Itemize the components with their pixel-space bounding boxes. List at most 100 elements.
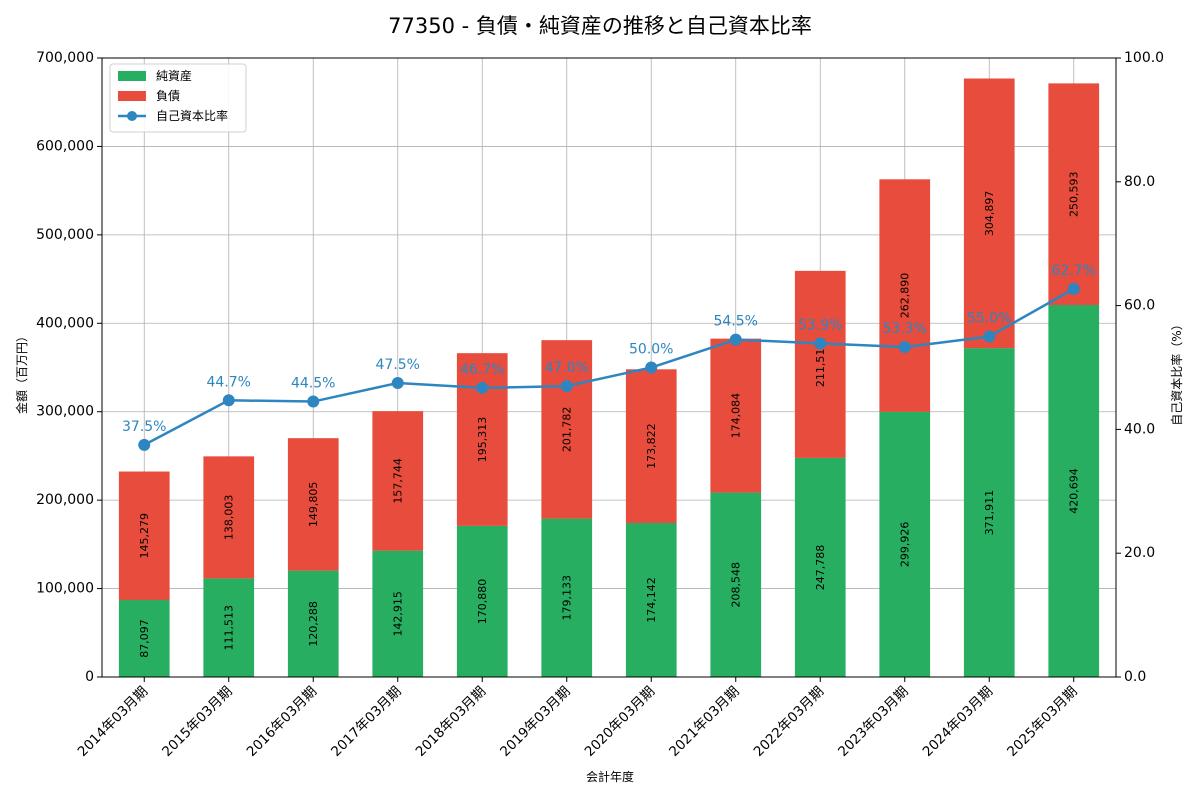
y2-tick-label-4: 80.0 xyxy=(1124,174,1155,190)
legend-swatch-equity xyxy=(118,71,146,81)
bar-label-equity-8: 247,788 xyxy=(814,545,827,591)
bar-liability-3 xyxy=(372,411,424,551)
y-axis-label: 金額（百万円） xyxy=(14,330,29,414)
bar-liability-10 xyxy=(963,78,1015,349)
bar-label-equity-9: 299,926 xyxy=(898,522,911,568)
bar-label-liability-2: 149,805 xyxy=(307,482,320,528)
ratio-point-1 xyxy=(222,394,235,407)
bar-liability-8 xyxy=(794,270,846,458)
bar-label-liability-6: 173,822 xyxy=(645,423,658,469)
bar-label-equity-1: 111,513 xyxy=(222,605,235,651)
x-tick-label-1: 2015年03月期 xyxy=(159,684,235,760)
ratio-point-2 xyxy=(307,395,320,408)
bar-label-liability-3: 157,744 xyxy=(391,458,404,504)
y-tick-label-3: 300,000 xyxy=(36,404,94,420)
y-tick-label-7: 700,000 xyxy=(36,50,94,66)
y2-tick-label-1: 20.0 xyxy=(1124,545,1155,561)
bar-label-liability-0: 145,279 xyxy=(138,513,151,559)
y-tick-label-5: 500,000 xyxy=(36,227,94,243)
bar-label-liability-9: 262,890 xyxy=(898,273,911,319)
line-layer: 37.5% 44.7% 44.5% 47.5% 46.7% 47.0% 50.0% 54.5%… xyxy=(122,263,1096,451)
bar-equity-9 xyxy=(879,411,931,677)
x-tick-label-10: 2024年03月期 xyxy=(920,684,996,760)
chart-title: 77350 - 負債・純資産の推移と自己資本比率 xyxy=(388,14,812,38)
legend-label-ratio: 自己資本比率 xyxy=(156,108,228,123)
ratio-point-7 xyxy=(729,333,742,346)
bars-layer xyxy=(118,78,1100,677)
ratio-line xyxy=(143,287,1075,446)
y-tick-label-0: 0 xyxy=(85,669,94,685)
ratio-label-11: 62.7% xyxy=(1052,263,1096,279)
bar-equity-10 xyxy=(963,348,1015,677)
x-tick-label-6: 2020年03月期 xyxy=(582,684,658,760)
bar-label-equity-0: 87,097 xyxy=(138,619,151,658)
bar-liability-1 xyxy=(203,456,255,579)
ratio-point-11 xyxy=(1067,282,1080,295)
legend-label-equity: 純資産 xyxy=(156,68,192,83)
bar-label-liability-8: 211,517 xyxy=(814,342,827,388)
bar-equity-3 xyxy=(372,550,424,677)
bar-label-equity-2: 120,288 xyxy=(307,601,320,647)
x-tick-label-5: 2019年03月期 xyxy=(497,684,573,760)
x-tick-label-0: 2014年03月期 xyxy=(75,684,151,760)
bar-label-equity-3: 142,915 xyxy=(391,591,404,637)
bar-equity-7 xyxy=(710,492,762,677)
bar-labels-layer: 87,097 145,279 111,513 138,003 120,288 149,80… xyxy=(138,171,1081,657)
ratio-label-0: 37.5% xyxy=(122,419,166,435)
x-tick-label-3: 2017年03月期 xyxy=(328,684,404,760)
ratio-point-6 xyxy=(645,361,658,374)
ratio-label-6: 50.0% xyxy=(629,342,673,358)
bar-liability-7 xyxy=(710,338,762,493)
axes-layer xyxy=(101,57,1117,678)
y2-tick-label-5: 100.0 xyxy=(1124,50,1164,66)
x-tick-label-4: 2018年03月期 xyxy=(413,684,489,760)
bar-label-equity-11: 420,694 xyxy=(1067,468,1080,514)
ratio-label-5: 47.0% xyxy=(545,360,589,376)
bar-label-equity-7: 208,548 xyxy=(729,562,742,608)
bar-label-equity-5: 179,133 xyxy=(560,575,573,621)
bar-label-equity-4: 170,880 xyxy=(476,579,489,625)
legend-swatch-ratio-marker xyxy=(127,111,137,121)
y-tick-label-4: 400,000 xyxy=(36,315,94,331)
y-tick-label-2: 200,000 xyxy=(36,492,94,508)
bar-liability-9 xyxy=(879,179,931,412)
ratio-point-4 xyxy=(476,381,489,394)
ratio-point-9 xyxy=(898,341,911,354)
y2-axis-label: 自己資本比率（%） xyxy=(1169,318,1184,425)
x-tick-label-9: 2023年03月期 xyxy=(835,684,911,760)
y2-tick-label-0: 0.0 xyxy=(1124,669,1146,685)
y2-tick-label-3: 60.0 xyxy=(1124,298,1155,314)
x-tick-label-11: 2025年03月期 xyxy=(1004,684,1080,760)
bar-label-liability-10: 304,897 xyxy=(983,191,996,237)
bar-equity-11 xyxy=(1048,304,1100,677)
bar-equity-5 xyxy=(541,518,593,677)
bar-equity-0 xyxy=(118,599,170,677)
bar-equity-4 xyxy=(456,525,508,677)
bar-label-liability-1: 138,003 xyxy=(222,495,235,541)
bar-liability-2 xyxy=(287,438,339,571)
x-tick-label-2: 2016年03月期 xyxy=(244,684,320,760)
ratio-point-3 xyxy=(391,376,404,389)
ratio-point-5 xyxy=(560,380,573,393)
y-tick-label-6: 600,000 xyxy=(36,138,94,154)
bar-label-liability-7: 174,084 xyxy=(729,393,742,439)
bar-equity-8 xyxy=(794,457,846,677)
bar-label-liability-11: 250,593 xyxy=(1067,171,1080,217)
bar-label-liability-4: 195,313 xyxy=(476,417,489,463)
y-tick-label-1: 100,000 xyxy=(36,581,94,597)
legend-label-liability: 負債 xyxy=(156,88,180,103)
bar-liability-11 xyxy=(1048,83,1100,305)
x-tick-label-8: 2022年03月期 xyxy=(751,684,827,760)
ratio-label-9: 53.3% xyxy=(883,321,927,337)
bar-liability-6 xyxy=(625,369,677,524)
ratio-label-10: 55.0% xyxy=(967,311,1011,327)
x-tick-label-7: 2021年03月期 xyxy=(666,684,742,760)
x-axis-label: 会計年度 xyxy=(586,769,634,784)
bar-equity-1 xyxy=(203,578,255,677)
ratio-point-10 xyxy=(983,330,996,343)
ratio-point-8 xyxy=(814,337,827,350)
bar-label-equity-6: 174,142 xyxy=(645,577,658,623)
